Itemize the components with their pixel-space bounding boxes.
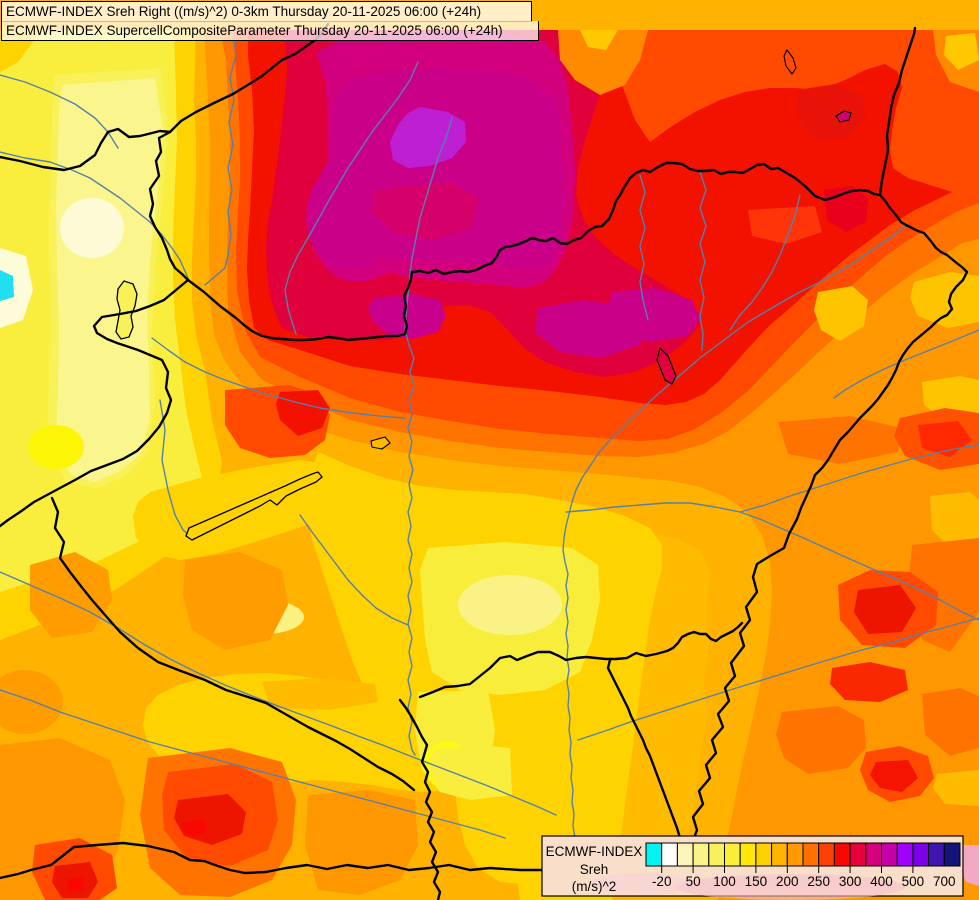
svg-text:50: 50 [686,874,701,889]
svg-text:ECMWF-INDEX: ECMWF-INDEX [546,844,643,859]
svg-text:150: 150 [745,874,768,889]
svg-text:250: 250 [807,874,830,889]
svg-text:400: 400 [870,874,893,889]
svg-text:700: 700 [933,874,956,889]
svg-text:(m/s)^2: (m/s)^2 [572,879,617,894]
svg-text:Sreh: Sreh [580,862,609,877]
svg-text:-20: -20 [652,874,672,889]
svg-text:500: 500 [902,874,925,889]
svg-text:200: 200 [776,874,799,889]
svg-text:300: 300 [839,874,862,889]
svg-text:100: 100 [713,874,736,889]
